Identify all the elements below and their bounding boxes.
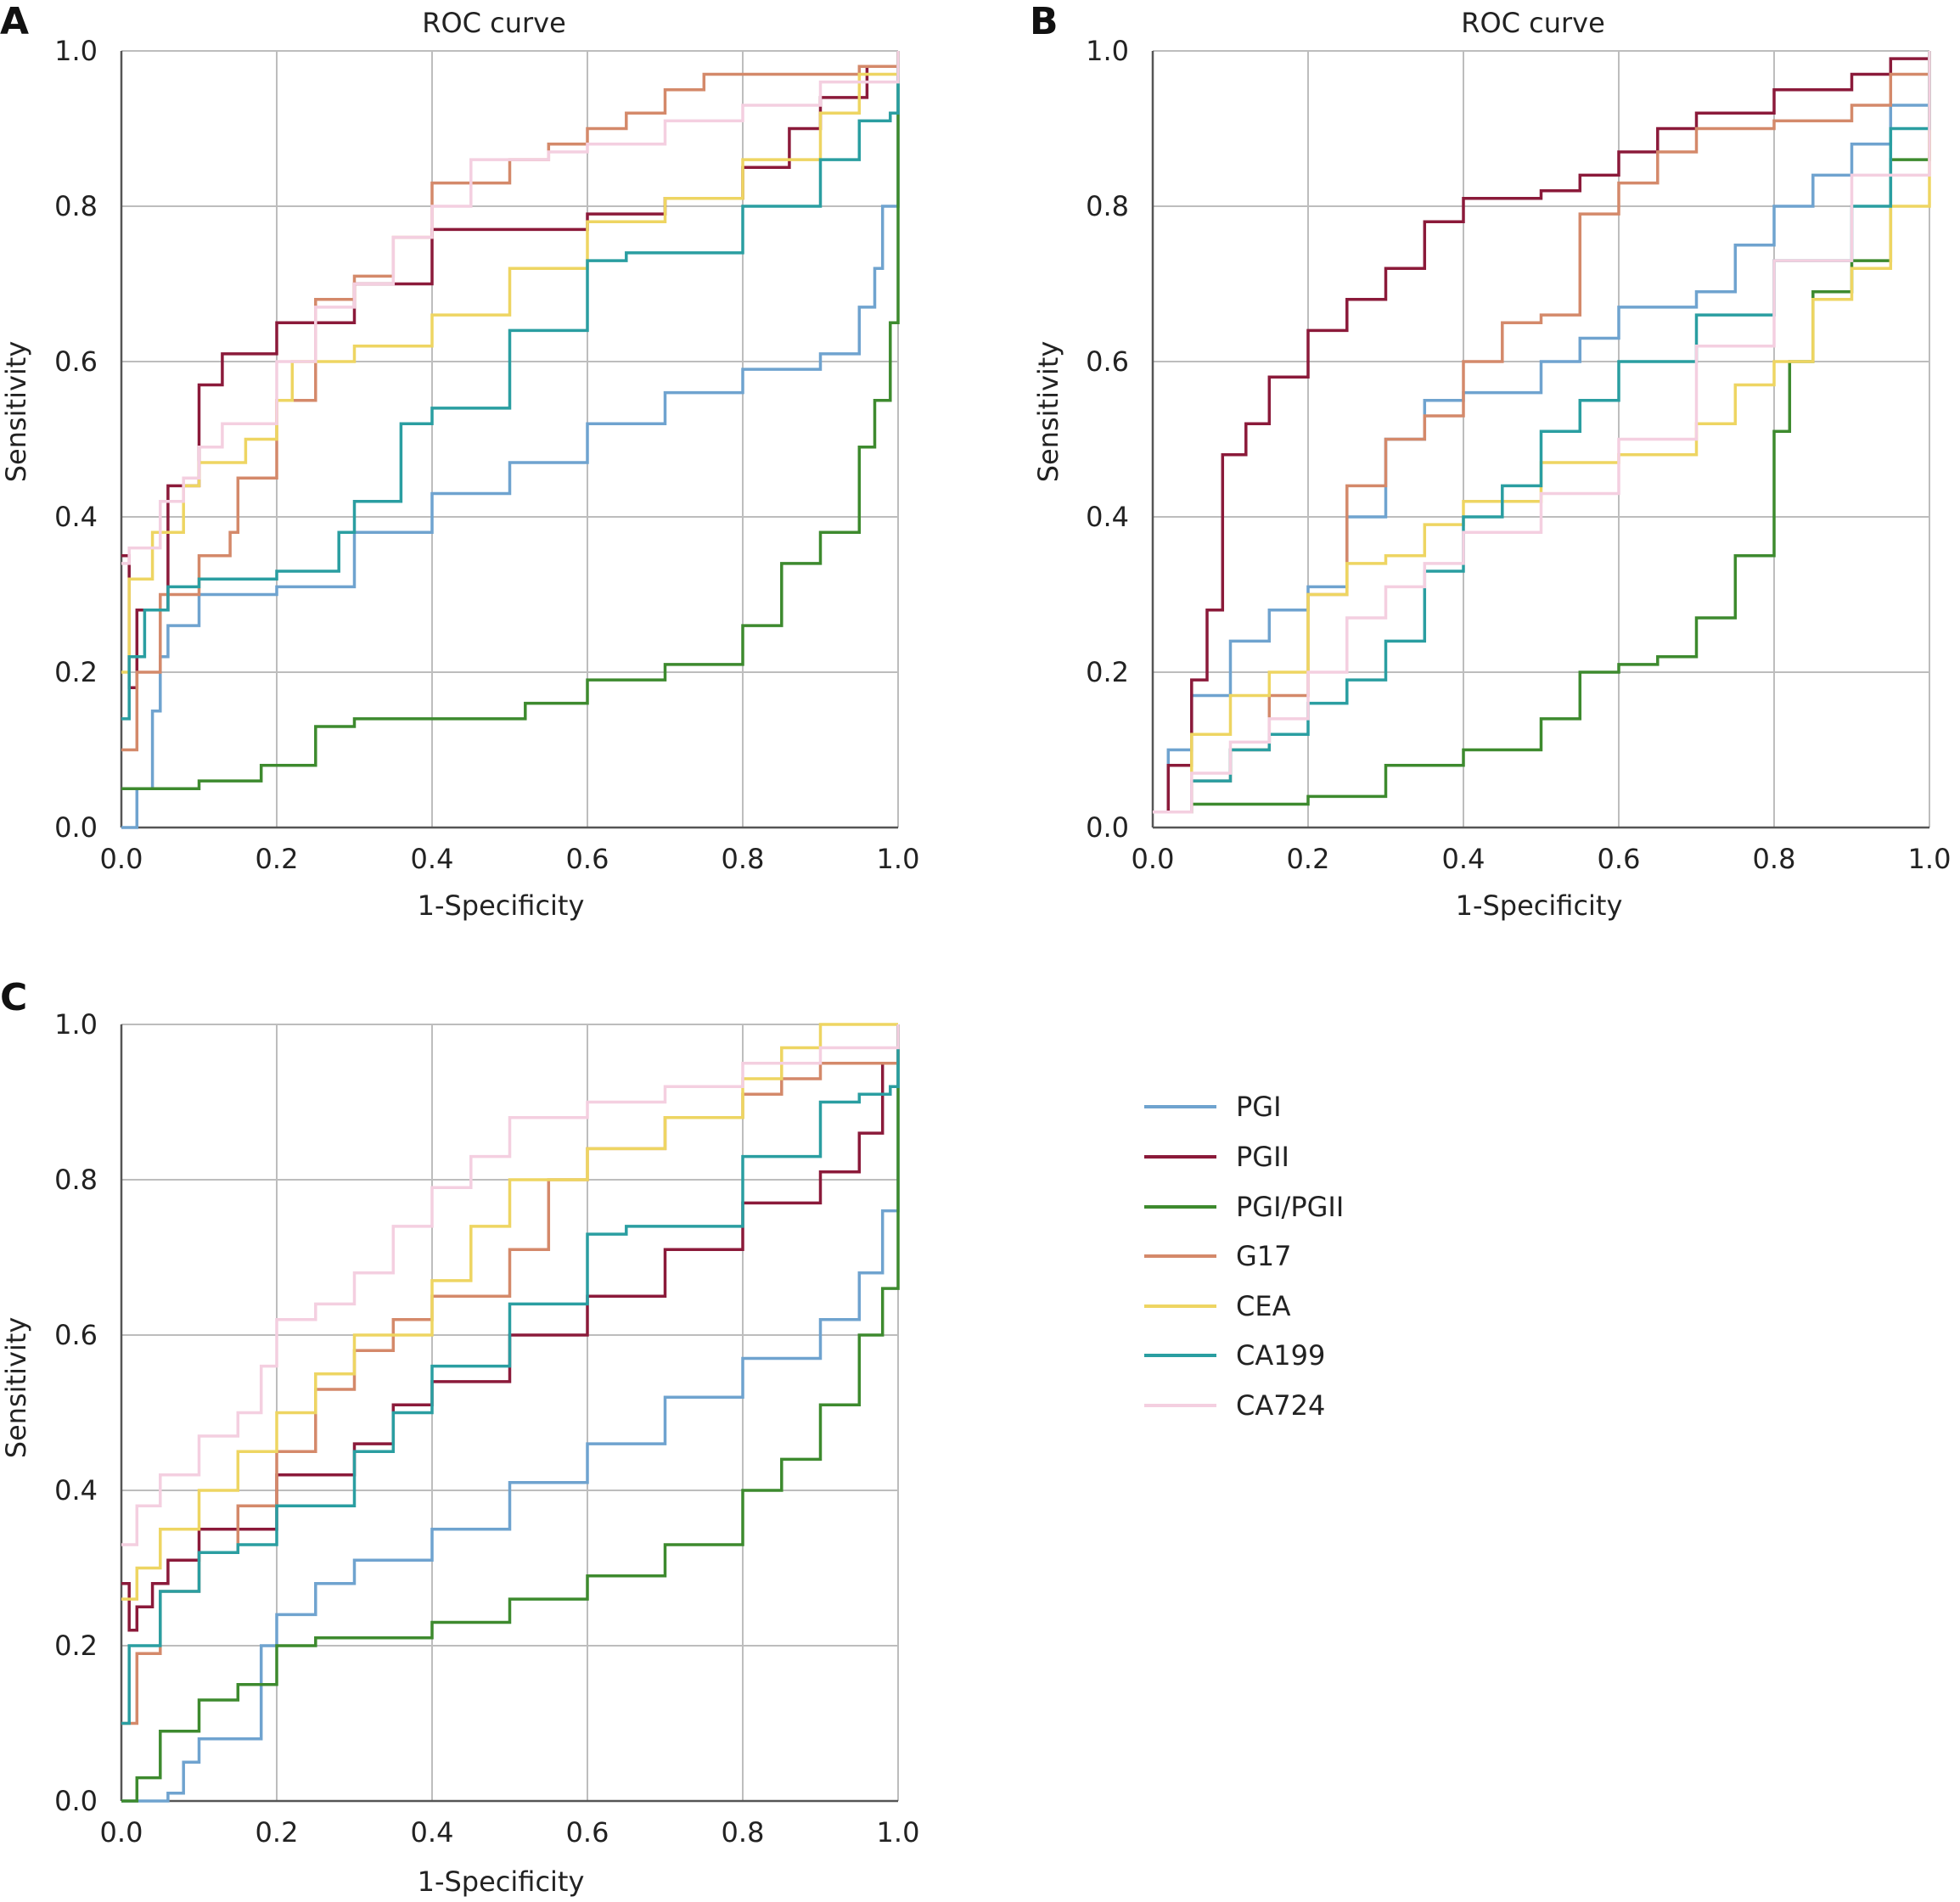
legend-label: PGI/PGII — [1236, 1191, 1344, 1223]
panel-b-x-axis-label: 1-Specificity — [1456, 889, 1623, 922]
x-tick-label: 1.0 — [877, 1816, 920, 1849]
legend-item: PGII — [1144, 1141, 1289, 1173]
x-tick-label: 0.8 — [722, 1816, 765, 1849]
legend-label: CA724 — [1236, 1389, 1325, 1422]
series-line-pgi-pgii — [121, 51, 900, 791]
x-tick-label: 1.0 — [877, 843, 920, 875]
x-tick-label: 0.2 — [256, 843, 299, 875]
x-tick-label: 0.6 — [1598, 843, 1641, 875]
y-tick-label: 0.2 — [54, 1630, 98, 1662]
y-tick-label: 0.8 — [54, 1164, 98, 1196]
series-line-pgi-pgii — [1153, 51, 1931, 814]
panel-a-title: ROC curve — [422, 7, 566, 39]
series-line-ca724 — [121, 1024, 900, 1546]
series-line-pgi — [1153, 51, 1931, 814]
y-tick-label: 0.8 — [54, 190, 98, 222]
panel-b-letter: B — [1030, 0, 1059, 43]
panel-c-x-axis-label: 1-Specificity — [418, 1866, 585, 1898]
y-tick-label: 0.4 — [54, 501, 98, 533]
y-tick-label: 0.6 — [1086, 345, 1129, 378]
legend-label: PGI — [1236, 1091, 1282, 1123]
y-tick-label: 1.0 — [1086, 35, 1129, 67]
y-tick-label: 0.2 — [54, 656, 98, 688]
panel-c-plot: 0.0 0.2 0.4 0.6 0.8 1.0 0.0 0.2 0.4 0.6 0.8 1.0 — [54, 1008, 919, 1849]
legend-item: CA199 — [1144, 1339, 1325, 1372]
x-tick-label: 0.4 — [411, 843, 454, 875]
x-tick-label: 0.0 — [100, 843, 143, 875]
series-line-ca724 — [121, 51, 900, 565]
x-tick-label: 0.0 — [100, 1816, 143, 1849]
y-tick-label: 1.0 — [54, 1008, 98, 1041]
y-tick-label: 0.0 — [54, 811, 98, 844]
x-tick-label: 0.6 — [566, 843, 609, 875]
legend-item: CA724 — [1144, 1389, 1325, 1422]
y-tick-label: 0.2 — [1086, 656, 1129, 688]
series-line-pgi — [121, 51, 900, 829]
legend-label: CEA — [1236, 1290, 1291, 1322]
y-tick-label: 0.8 — [1086, 190, 1129, 222]
x-tick-label: 0.8 — [722, 843, 765, 875]
series-line-ca199 — [121, 51, 900, 721]
x-tick-label: 0.2 — [256, 1816, 299, 1849]
legend-label: CA199 — [1236, 1339, 1325, 1372]
x-tick-label: 1.0 — [1908, 843, 1952, 875]
series-line-cea — [121, 51, 900, 674]
x-tick-label: 0.2 — [1287, 843, 1330, 875]
y-tick-label: 0.6 — [54, 1319, 98, 1351]
y-tick-label: 1.0 — [54, 35, 98, 67]
panel-b-y-axis-label: Sensitivity — [1032, 341, 1064, 483]
series-line-pgii — [1153, 51, 1931, 814]
legend-item: CEA — [1144, 1290, 1291, 1322]
series-line-ca199 — [121, 1024, 900, 1725]
y-tick-label: 0.0 — [54, 1785, 98, 1817]
legend-label: PGII — [1236, 1141, 1289, 1173]
panel-a: A ROC curve 1-Specificity Sensitivity 0.… — [0, 0, 919, 922]
legend-item: G17 — [1144, 1240, 1292, 1272]
panel-c: C 1-Specificity Sensitivity 0.0 0.2 0.4 0.6… — [0, 976, 919, 1898]
panel-b: B ROC curve 1-Specificity Sensitivity 0.… — [1030, 0, 1951, 922]
panel-a-letter: A — [0, 0, 29, 43]
panel-c-letter: C — [0, 976, 27, 1019]
x-tick-label: 0.0 — [1132, 843, 1175, 875]
y-tick-label: 0.4 — [54, 1474, 98, 1506]
series-line-ca724 — [1153, 51, 1931, 814]
panel-a-y-axis-label: Sensitivity — [0, 341, 32, 483]
legend-label: G17 — [1236, 1240, 1292, 1272]
y-tick-label: 0.6 — [54, 345, 98, 378]
legend-item: PGI — [1144, 1091, 1282, 1123]
series-line-pgi — [121, 1024, 900, 1803]
legend-item: PGI/PGII — [1144, 1191, 1344, 1223]
x-tick-label: 0.4 — [1442, 843, 1485, 875]
y-tick-label: 0.0 — [1086, 811, 1129, 844]
y-tick-label: 0.4 — [1086, 501, 1129, 533]
panel-b-title: ROC curve — [1461, 7, 1605, 39]
panel-c-y-axis-label: Sensitivity — [0, 1317, 32, 1459]
x-tick-label: 0.6 — [566, 1816, 609, 1849]
legend: PGI PGII PGI/PGII G17 CEA CA199 CA724 — [1144, 1091, 1344, 1422]
series-line-pgi-pgii — [121, 1024, 900, 1803]
x-tick-label: 0.8 — [1753, 843, 1796, 875]
x-tick-label: 0.4 — [411, 1816, 454, 1849]
panel-a-plot: 0.0 0.2 0.4 0.6 0.8 1.0 0.0 0.2 0.4 0.6 0.8 1.0 — [54, 35, 919, 875]
panel-a-x-axis-label: 1-Specificity — [418, 889, 585, 922]
panel-b-plot: 0.0 0.2 0.4 0.6 0.8 1.0 0.0 0.2 0.4 0.6 0.8 1.0 — [1086, 35, 1951, 875]
